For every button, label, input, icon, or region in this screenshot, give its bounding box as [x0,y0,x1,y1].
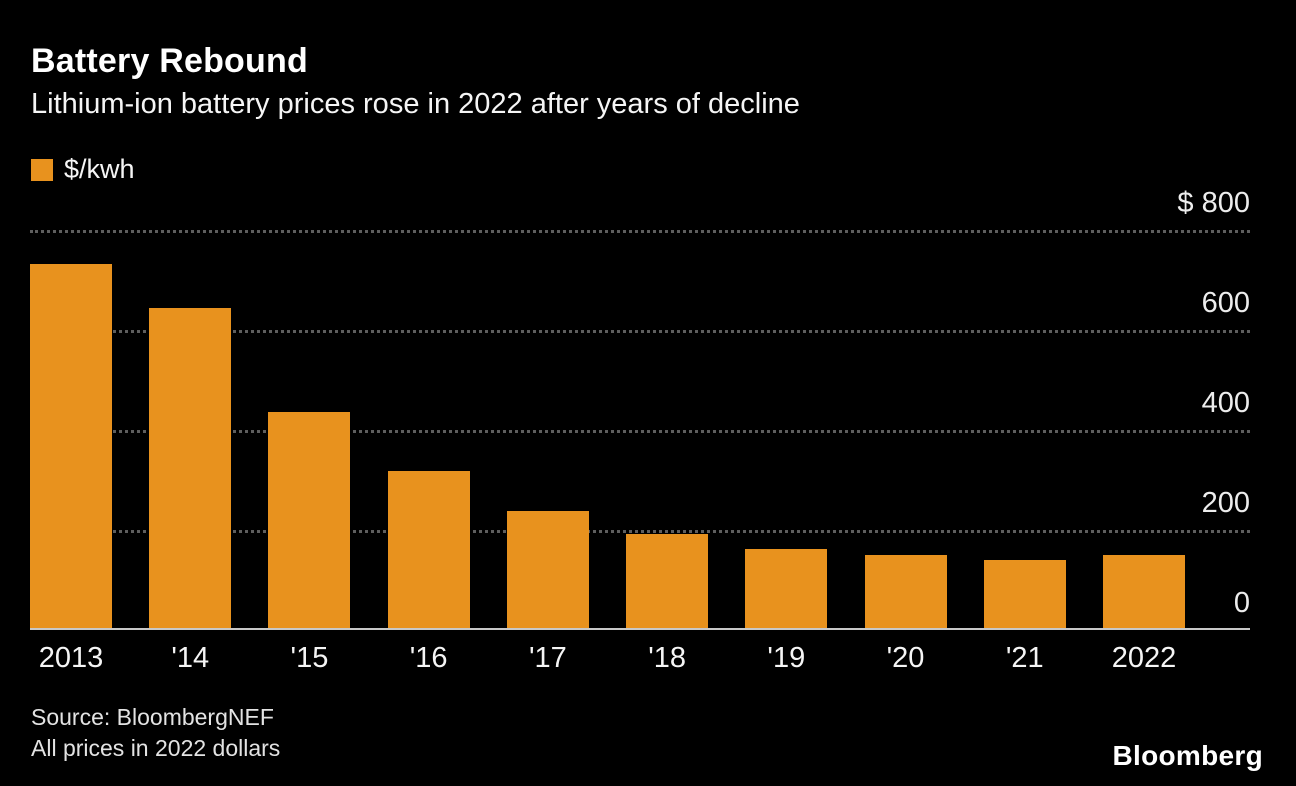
x-tick-label: 2022 [1111,642,1177,674]
y-tick-label: 400 [1201,387,1250,419]
gridline [30,530,1250,533]
y-tick-label: $ 800 [1177,187,1250,219]
x-tick-label: '16 [409,642,448,674]
legend-swatch-icon [31,158,53,181]
bar [626,534,709,630]
x-tick-label: '20 [886,642,925,674]
plot-area: $ 800 600 400 200 0 [30,187,1250,630]
chart-subtitle: Lithium-ion battery prices rose in 2022 … [31,88,800,120]
x-tick-label: '15 [290,642,329,674]
bar [745,548,828,630]
gridline [30,330,1250,333]
x-axis-labels: 2013 '14 '15 '16 '17 '18 '19 '20 '21 2022 [30,642,1185,675]
y-tick-label: 600 [1201,287,1250,319]
x-tick-label: '14 [171,642,210,674]
bar [149,308,232,630]
source-line-1: Source: BloombergNEF [31,704,274,730]
bar [387,470,470,630]
bloomberg-logo: Bloomberg [1112,740,1263,771]
bar [864,555,947,630]
gridline [30,430,1250,433]
bar [30,264,112,630]
gridline [30,230,1250,233]
bars-layer [30,230,1185,630]
bar [1102,554,1185,630]
y-tick-label: 200 [1201,487,1250,519]
x-axis-baseline [30,628,1250,630]
chart-legend: $/kwh [31,154,135,185]
source-note: Source: BloombergNEF All prices in 2022 … [31,702,280,764]
legend-label: $/kwh [64,154,135,184]
x-tick-label: '18 [648,642,686,674]
y-tick-label: 0 [1233,587,1250,619]
chart-title: Battery Rebound [31,42,308,80]
x-tick-label: '17 [528,642,567,674]
x-tick-label: '19 [767,642,806,674]
source-line-2: All prices in 2022 dollars [31,735,281,761]
bar [506,511,589,630]
x-tick-label: '21 [1005,642,1044,674]
bar [983,559,1066,630]
x-tick-label: 2013 [38,642,104,674]
bar [268,411,351,630]
